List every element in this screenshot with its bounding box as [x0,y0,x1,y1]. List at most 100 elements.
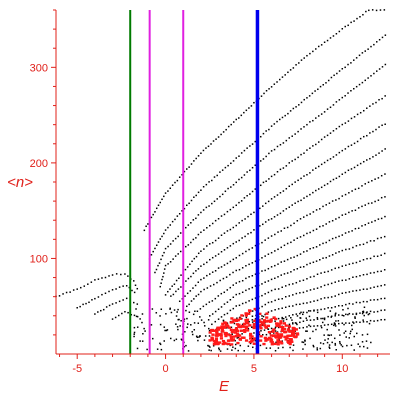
data-point [383,252,386,255]
data-point [259,225,261,227]
data-point [276,214,279,216]
data-point [185,309,187,312]
data-point [328,221,331,223]
data-point [219,195,221,198]
data-point [338,125,341,128]
data-point [245,250,247,253]
data-point [226,210,229,213]
data-point [248,276,250,278]
data-point [374,178,376,180]
data-point [178,277,180,280]
data-point [292,314,294,316]
data-point [306,311,308,314]
data-point [157,204,160,207]
data-point [188,166,190,168]
data-point [333,74,335,77]
data-point [200,231,202,234]
data-point [302,291,305,294]
data-point [282,210,285,212]
data-point [341,305,344,307]
data-point [214,310,217,313]
data-point [306,214,308,217]
highlight-point [216,328,221,331]
data-point [232,121,235,123]
data-point [212,345,215,347]
data-point [365,340,368,342]
highlight-point [224,342,228,345]
data-point [302,341,305,344]
data-point [341,322,344,324]
data-point [251,190,254,193]
data-point [306,290,308,292]
data-point [122,285,124,287]
data-point [154,247,156,250]
data-point [306,149,308,151]
data-point [220,316,223,318]
data-point [249,169,251,172]
data-point [231,349,233,351]
data-point [224,166,227,169]
highlight-point [244,339,249,342]
data-point [155,244,158,247]
data-point [296,323,298,326]
data-point [298,327,301,329]
highlight-point [229,328,233,332]
data-point [348,312,351,315]
data-point [223,303,226,305]
highlight-point [272,316,276,319]
data-point [270,175,273,178]
data-point [303,57,305,59]
highlight-point [232,319,236,322]
data-point [100,309,102,312]
data-point [329,180,332,183]
data-point [344,95,346,97]
data-point [319,259,321,261]
data-point [362,345,365,348]
data-point [186,305,188,308]
data-point [254,140,257,143]
highlight-point [235,332,239,335]
highlight-point [277,323,281,326]
data-point [261,241,263,244]
data-point [302,302,305,305]
data-point [291,204,293,206]
data-point [180,274,182,276]
data-point [79,305,81,308]
data-point [296,220,299,222]
data-point [338,322,340,325]
data-point [348,337,350,339]
data-point [277,308,280,310]
data-point [202,149,205,152]
data-point [235,305,237,307]
data-point [334,267,336,270]
data-point [211,256,214,259]
data-point [359,137,362,140]
data-point [361,334,364,336]
data-point [193,322,196,324]
highlight-point [208,339,212,342]
data-point [250,105,253,107]
data-point [281,317,283,320]
data-point [273,173,276,176]
data-point [326,39,329,42]
data-point [352,276,354,278]
data-point [279,118,281,121]
data-point [366,321,368,323]
data-point [290,316,292,319]
data-point [347,63,349,66]
data-point [232,206,235,209]
data-point [199,308,202,310]
data-point [288,305,291,308]
data-point [259,160,262,162]
highlight-point [269,319,273,323]
data-point [238,304,241,307]
data-point [245,289,247,292]
data-point [274,277,276,280]
data-point [364,79,367,82]
data-point [355,289,358,292]
highlight-point [280,328,285,331]
data-point [250,213,252,216]
data-point [362,274,365,276]
data-point [284,316,287,318]
data-point [376,255,379,258]
